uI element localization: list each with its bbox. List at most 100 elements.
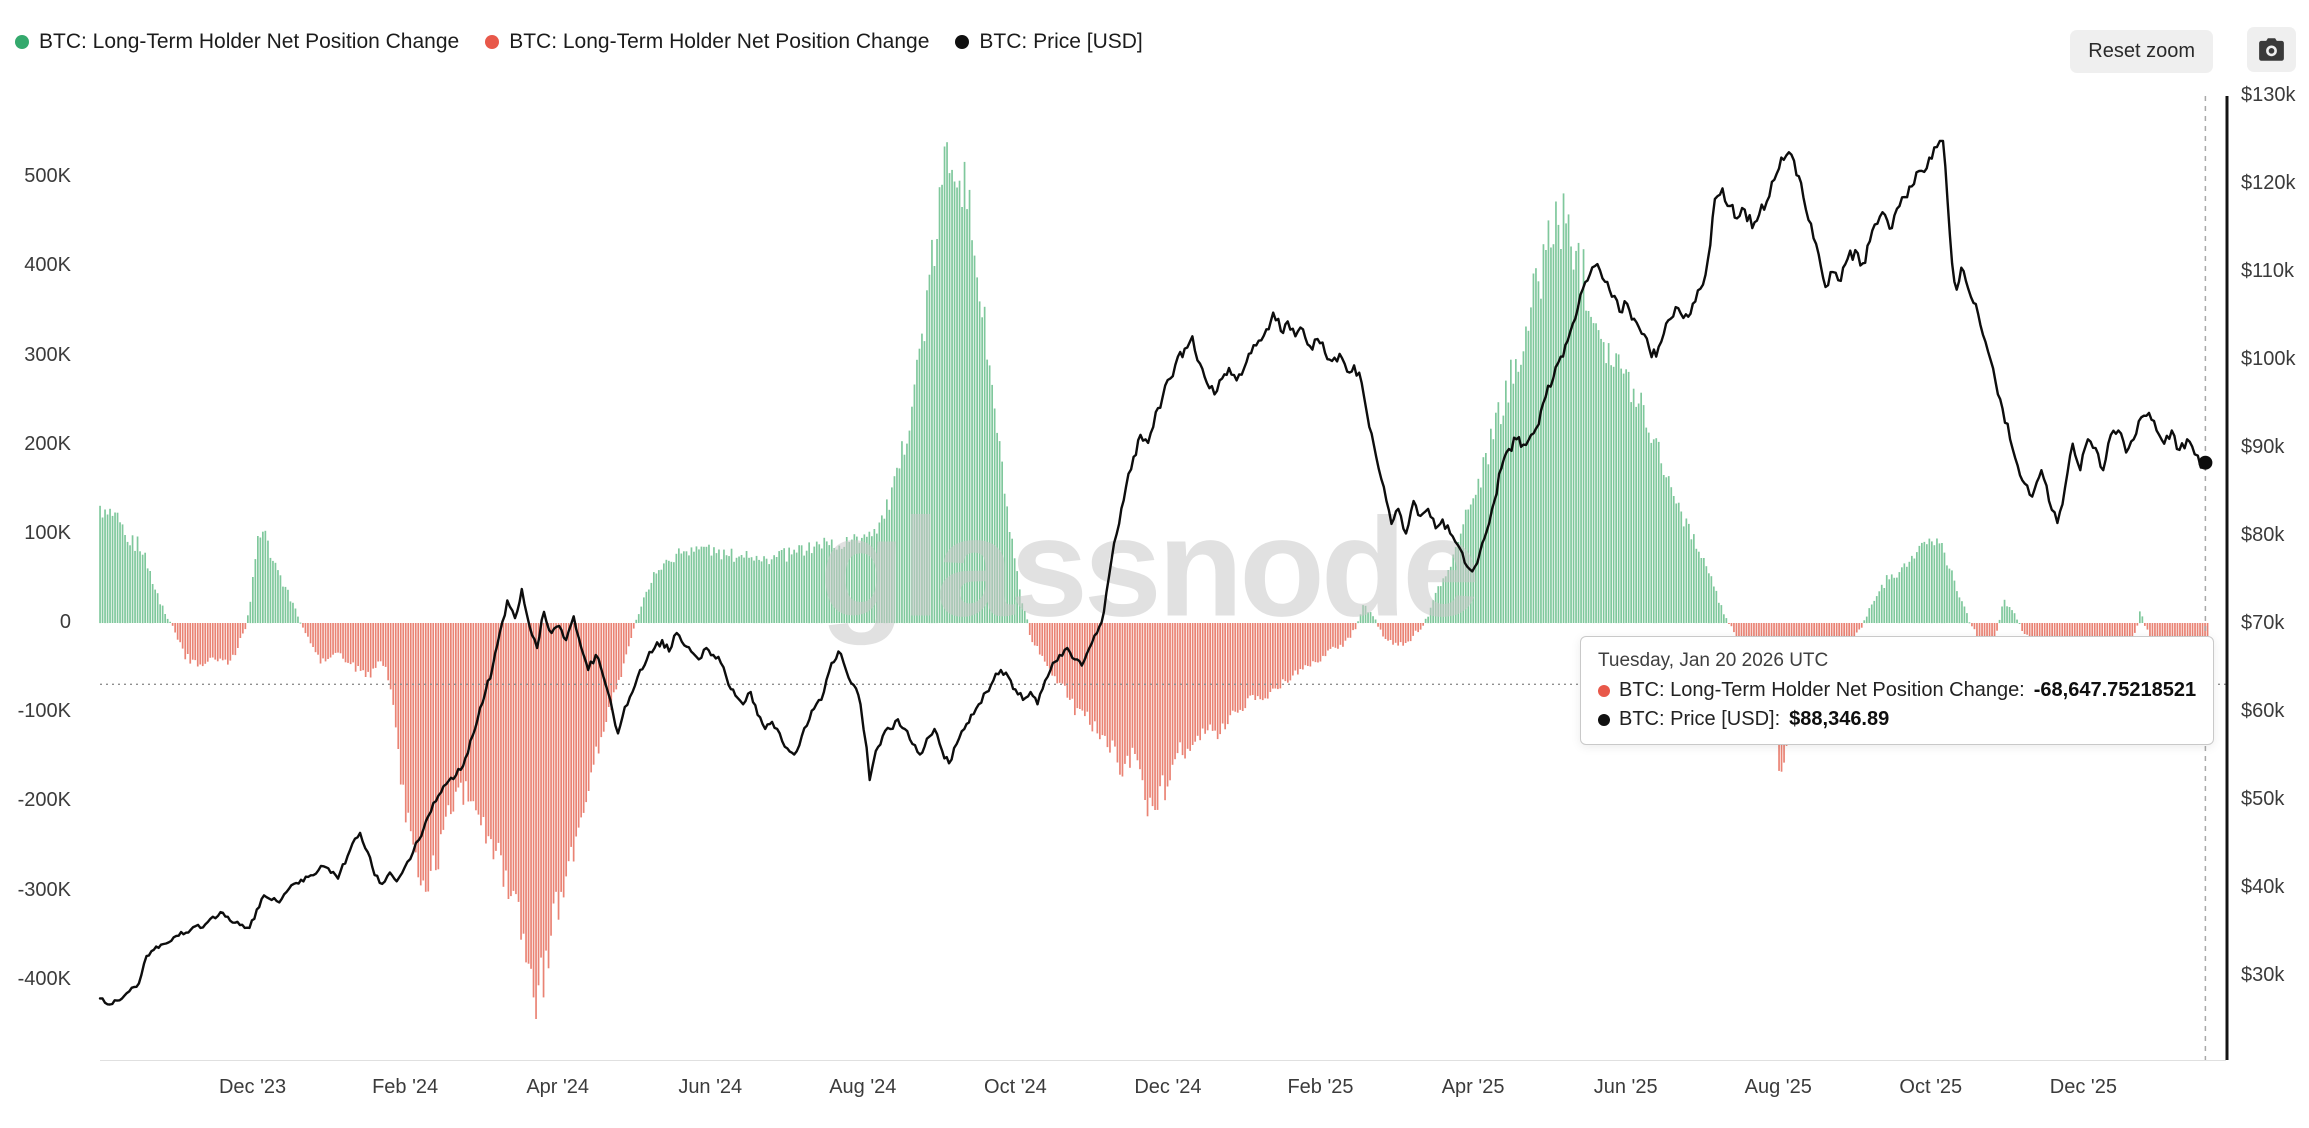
bar — [903, 454, 906, 624]
bar — [525, 623, 527, 963]
bar — [407, 623, 410, 813]
bar — [282, 586, 284, 624]
bar — [1635, 406, 1637, 624]
bar — [1304, 623, 1307, 666]
bar — [1703, 558, 1705, 623]
bar — [515, 623, 517, 895]
bar — [1908, 561, 1911, 623]
bar — [131, 535, 134, 623]
bar — [2144, 623, 2146, 626]
bar — [1595, 323, 1597, 623]
bar — [262, 531, 264, 623]
bar — [1434, 592, 1437, 623]
tooltip-label: BTC: Long-Term Holder Net Position Chang… — [1619, 679, 2025, 701]
bar — [1620, 368, 1622, 623]
bar — [424, 623, 427, 892]
bar — [1627, 371, 1630, 623]
series-color-dot-red — [1598, 684, 1610, 697]
tooltip-label: BTC: Price [USD]: — [1619, 708, 1781, 730]
bar — [1274, 623, 1277, 689]
bar — [1916, 552, 1918, 623]
bar — [304, 623, 307, 634]
bar — [104, 509, 106, 624]
bar — [988, 365, 991, 623]
bar — [703, 546, 705, 624]
bar — [1364, 605, 1367, 623]
bar — [272, 560, 274, 623]
bar — [1384, 623, 1387, 639]
bar — [1261, 623, 1264, 701]
bar — [743, 557, 745, 624]
bar — [1229, 623, 1232, 716]
bar — [653, 572, 655, 624]
bar — [1312, 623, 1314, 662]
bar — [825, 541, 828, 623]
bar — [1966, 613, 1968, 623]
bar — [1176, 623, 1179, 754]
bar — [1695, 548, 1698, 624]
bar — [753, 560, 755, 624]
bar — [951, 169, 953, 623]
bar — [2001, 606, 2003, 623]
bar — [1863, 620, 1866, 623]
bar — [114, 512, 116, 623]
bar — [475, 623, 477, 811]
bar — [1680, 511, 1683, 623]
bar — [206, 623, 209, 662]
bar — [382, 623, 384, 666]
bar — [1407, 623, 1409, 642]
bar — [1231, 623, 1234, 711]
legend-item-lth-negative[interactable]: BTC: Long-Term Holder Net Position Chang… — [485, 30, 929, 54]
bar — [1545, 250, 1547, 623]
bar — [1309, 623, 1312, 667]
bar — [1292, 623, 1294, 676]
bar — [2136, 623, 2139, 626]
bar — [1454, 547, 1457, 624]
bar — [740, 555, 743, 623]
bar — [1347, 623, 1349, 638]
bar — [1091, 623, 1094, 732]
bar — [1104, 623, 1106, 736]
bar — [1901, 567, 1903, 623]
bar — [1219, 623, 1221, 735]
camera-button[interactable] — [2247, 27, 2296, 72]
bar — [1244, 623, 1247, 709]
bar — [2146, 623, 2149, 630]
bar — [1023, 610, 1026, 623]
legend-item-lth-positive[interactable]: BTC: Long-Term Holder Net Position Chang… — [15, 30, 459, 54]
bar — [660, 569, 663, 623]
legend-item-price[interactable]: BTC: Price [USD] — [955, 30, 1143, 54]
bar — [813, 546, 816, 623]
bar — [2016, 619, 2018, 624]
bar — [1735, 623, 1738, 641]
bar — [622, 623, 625, 664]
reset-zoom-button[interactable]: Reset zoom — [2070, 30, 2213, 73]
bar — [1327, 623, 1329, 651]
bar — [1402, 623, 1404, 646]
bar — [968, 189, 971, 623]
bar — [1640, 392, 1642, 623]
bar — [1066, 623, 1069, 698]
bar — [755, 555, 758, 624]
bar — [232, 623, 234, 655]
bar — [798, 545, 800, 623]
bar — [1896, 577, 1898, 623]
bar — [1885, 575, 1888, 623]
bar — [1873, 600, 1876, 623]
tooltip-value: $88,346.89 — [1789, 708, 1890, 730]
bar — [1858, 623, 1861, 630]
bar — [242, 623, 244, 634]
bar — [713, 547, 715, 623]
bar — [793, 549, 795, 624]
bar — [302, 623, 304, 628]
bar — [1369, 612, 1372, 623]
bar — [1973, 623, 1976, 630]
bar — [1502, 415, 1505, 624]
bar — [537, 623, 540, 986]
bar — [996, 432, 998, 623]
bar — [871, 536, 873, 623]
bar — [234, 623, 237, 656]
bar — [1139, 623, 1141, 770]
bar — [414, 623, 417, 853]
